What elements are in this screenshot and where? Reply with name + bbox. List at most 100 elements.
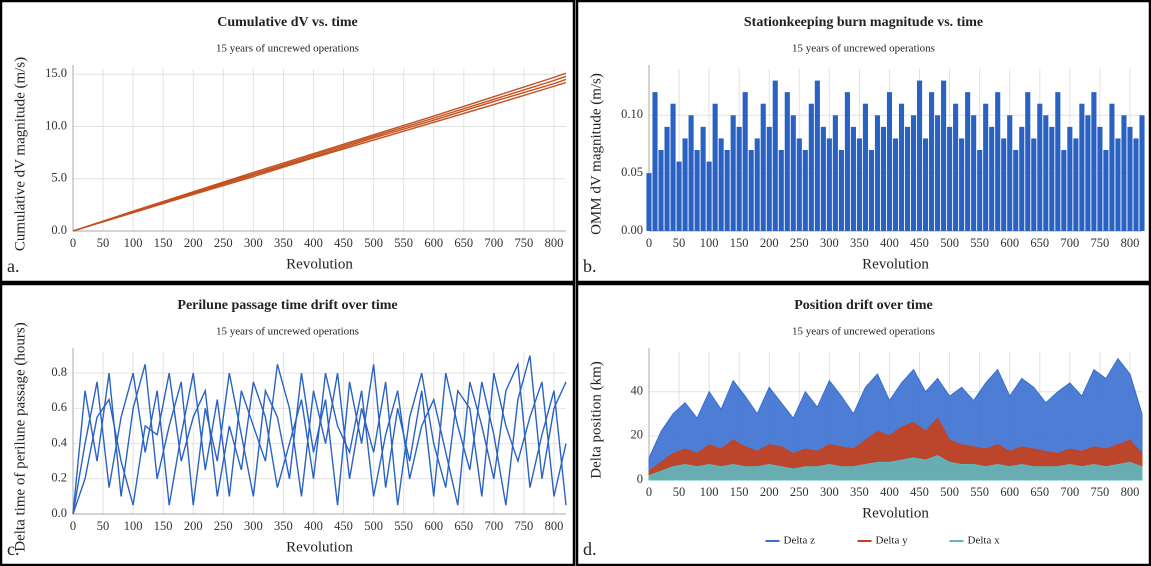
bar — [1121, 115, 1127, 231]
bar — [724, 150, 730, 231]
y-tick-label: 0.6 — [51, 400, 67, 414]
y-tick-label: 0 — [637, 472, 643, 486]
y-axis-label: Delta time of perilune passage (hours) — [12, 322, 28, 552]
series-line — [72, 364, 567, 515]
bar — [826, 138, 832, 231]
bar — [874, 115, 881, 231]
x-tick-label: 250 — [214, 519, 233, 533]
x-tick-label: 400 — [304, 519, 323, 533]
x-tick-label: 500 — [364, 519, 383, 533]
y-tick-label: 0.05 — [621, 165, 643, 179]
bar — [850, 126, 856, 231]
legend-label: Delta y — [876, 535, 909, 547]
y-tick-label: 0.10 — [621, 107, 643, 121]
bar — [700, 126, 706, 231]
y-axis-label: OMM dV magnitude (m/s) — [588, 73, 604, 235]
x-tick-label: 100 — [124, 519, 143, 533]
bar — [670, 103, 676, 231]
series-line — [72, 72, 567, 232]
bar — [718, 138, 724, 231]
bar — [838, 150, 844, 231]
x-tick-label: 650 — [1030, 236, 1049, 250]
panel-label: c. — [7, 539, 20, 559]
x-tick-label: 550 — [970, 485, 989, 499]
bar — [862, 103, 868, 231]
x-tick-label: 350 — [274, 236, 293, 250]
bar — [682, 138, 688, 231]
x-tick-label: 600 — [1000, 236, 1019, 250]
bar — [904, 126, 911, 231]
x-tick-label: 200 — [184, 519, 203, 533]
x-tick-label: 50 — [97, 236, 110, 250]
x-tick-label: 400 — [880, 236, 899, 250]
x-tick-label: 550 — [394, 519, 413, 533]
bar — [1085, 115, 1091, 231]
bar — [742, 92, 748, 232]
y-tick-label: 20 — [631, 428, 644, 442]
x-tick-label: 0 — [70, 519, 76, 533]
panel-label: a. — [7, 256, 20, 276]
x-tick-label: 500 — [940, 236, 959, 250]
x-tick-label: 650 — [454, 236, 473, 250]
bar — [1025, 92, 1031, 232]
x-tick-label: 150 — [730, 485, 749, 499]
x-tick-label: 800 — [1121, 236, 1140, 250]
x-tick-label: 450 — [910, 485, 929, 499]
bar — [1133, 138, 1139, 231]
x-tick-label: 750 — [515, 236, 534, 250]
panel-border — [575, 0, 1151, 284]
bar — [766, 126, 772, 231]
x-tick-label: 650 — [454, 519, 473, 533]
x-tick-label: 150 — [154, 236, 173, 250]
bar — [676, 161, 682, 231]
x-tick-label: 450 — [334, 236, 353, 250]
y-tick-label: 0.2 — [51, 471, 67, 485]
bar — [935, 115, 941, 231]
x-tick-label: 50 — [97, 519, 110, 533]
x-tick-label: 50 — [673, 485, 686, 499]
bar — [1061, 150, 1067, 231]
bar — [892, 138, 899, 231]
chart-title: Position drift over time — [794, 298, 933, 313]
y-tick-label: 5.0 — [51, 171, 67, 185]
x-tick-label: 350 — [850, 236, 869, 250]
bar — [646, 173, 652, 231]
x-tick-label: 600 — [424, 236, 443, 250]
x-tick-label: 100 — [700, 236, 719, 250]
bar — [1073, 138, 1079, 231]
x-tick-label: 250 — [214, 236, 233, 250]
bar — [1055, 92, 1061, 232]
bar — [814, 80, 820, 231]
x-tick-label: 150 — [154, 519, 173, 533]
bar — [856, 138, 862, 231]
panel-border — [0, 282, 576, 566]
bar — [688, 115, 694, 231]
panel-border — [0, 0, 576, 284]
x-tick-label: 600 — [1000, 485, 1019, 499]
x-tick-label: 500 — [940, 485, 959, 499]
series-line — [72, 78, 567, 232]
bar — [983, 103, 989, 231]
panel-label: b. — [583, 256, 597, 276]
x-tick-label: 0 — [70, 236, 76, 250]
bar — [886, 92, 893, 232]
bar — [736, 126, 742, 231]
x-tick-label: 700 — [1060, 485, 1079, 499]
series-line — [72, 361, 567, 515]
bar — [1007, 115, 1013, 231]
x-tick-label: 250 — [790, 485, 809, 499]
series-area — [648, 417, 1143, 481]
x-axis-label: Revolution — [862, 256, 929, 272]
bar — [1115, 138, 1121, 231]
bar — [916, 80, 923, 231]
x-tick-label: 550 — [394, 236, 413, 250]
bar — [1013, 150, 1019, 231]
bar — [1037, 103, 1043, 231]
x-tick-label: 800 — [545, 519, 564, 533]
chart-title: Perilune passage time drift over time — [177, 298, 397, 313]
series-line — [72, 81, 567, 232]
y-tick-label: 40 — [631, 384, 644, 398]
x-tick-label: 300 — [244, 519, 263, 533]
x-tick-label: 200 — [760, 485, 779, 499]
bar — [941, 80, 947, 231]
